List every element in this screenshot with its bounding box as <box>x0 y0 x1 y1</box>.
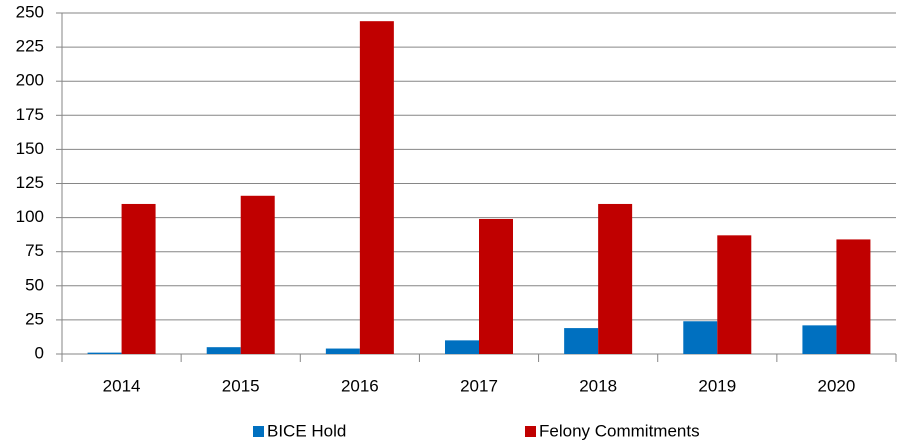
bar <box>683 321 718 354</box>
y-tick-label: 225 <box>16 37 44 56</box>
bar <box>717 235 752 354</box>
legend-label: Felony Commitments <box>539 421 700 440</box>
x-tick-label: 2019 <box>698 376 736 395</box>
bar <box>598 203 633 354</box>
bar <box>479 218 513 354</box>
y-tick-label: 125 <box>16 173 44 192</box>
bar <box>121 203 156 354</box>
y-tick-label: 250 <box>16 2 44 21</box>
x-tick-label: 2017 <box>460 376 498 395</box>
x-tick-label: 2014 <box>103 376 141 395</box>
x-tick-label: 2018 <box>579 376 617 395</box>
y-tick-label: 175 <box>16 105 44 124</box>
x-tick-label: 2020 <box>818 376 856 395</box>
y-tick-label: 50 <box>25 275 44 294</box>
bar <box>445 340 479 354</box>
bar <box>325 348 360 354</box>
bar <box>87 352 122 354</box>
y-tick-label: 75 <box>25 241 44 260</box>
y-tick-label: 150 <box>16 139 44 158</box>
legend-swatch <box>525 426 536 437</box>
y-tick-label: 100 <box>16 207 44 226</box>
bar <box>240 195 275 354</box>
bar <box>564 328 599 354</box>
x-tick-label: 2015 <box>222 376 260 395</box>
y-tick-label: 0 <box>35 343 44 362</box>
bar <box>359 21 394 355</box>
y-tick-label: 200 <box>16 71 44 90</box>
bar <box>836 239 871 354</box>
x-tick-label: 2016 <box>341 376 379 395</box>
bar <box>802 325 837 354</box>
bar <box>206 347 241 354</box>
legend-label: BICE Hold <box>267 421 346 440</box>
y-tick-label: 25 <box>25 309 44 328</box>
legend-swatch <box>253 426 264 437</box>
